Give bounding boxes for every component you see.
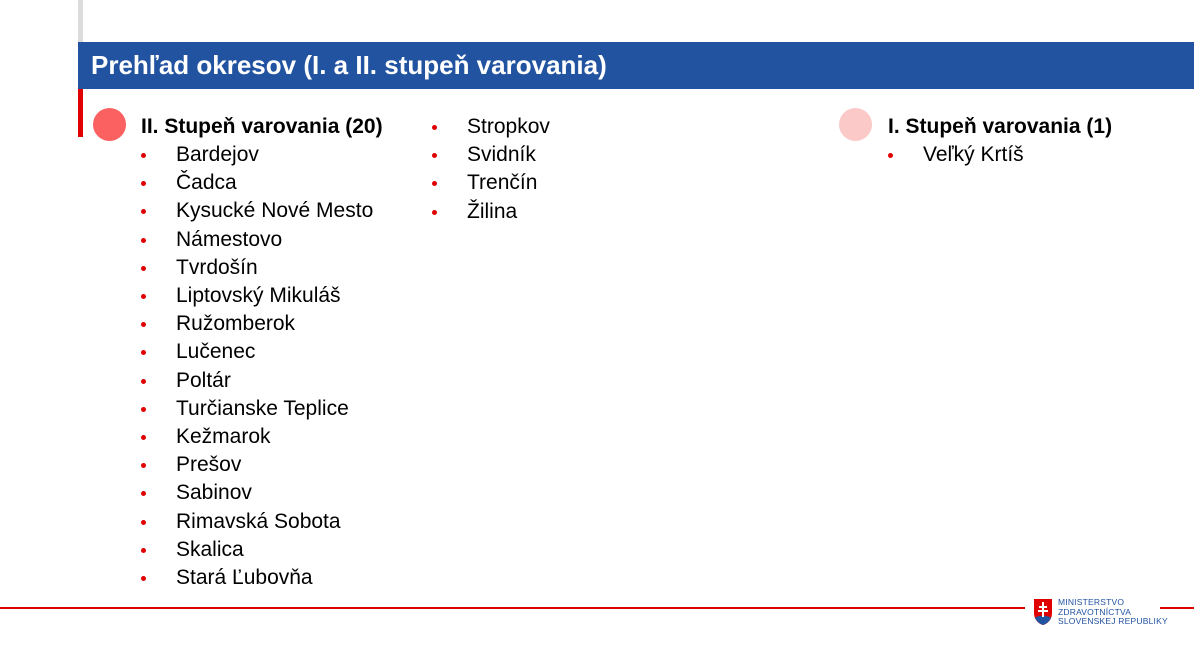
district-item: Veľký Krtíš [885,141,1024,169]
district-item: Skalica [138,536,373,564]
logo-line1: MINISTERSTVO [1058,597,1125,607]
district-item: Liptovský Mikuláš [138,282,373,310]
district-item: Námestovo [138,226,373,254]
slovak-coat-of-arms-icon [1034,599,1052,625]
district-item: Kežmarok [138,423,373,451]
district-item: Tvrdošín [138,254,373,282]
level1-heading: I. Stupeň varovania (1) [888,115,1113,138]
ministry-logo: MINISTERSTVO ZDRAVOTNÍCTVA SLOVENSKEJ RE… [1033,597,1168,627]
district-item: Stropkov [429,113,550,141]
level2-indicator-icon [93,108,126,141]
logo-line2: ZDRAVOTNÍCTVA [1058,606,1132,617]
footer-line [0,607,1025,609]
district-item: Trenčín [429,169,550,197]
district-item: Sabinov [138,479,373,507]
level2-list-col1: Bardejov Čadca Kysucké Nové Mesto Námestovo… [138,141,373,592]
page-title: Prehľad okresov (I. a II. stupeň varovan… [78,42,1194,89]
district-item: Stará Ľubovňa [138,564,373,592]
level1-list: Veľký Krtíš [885,141,1024,169]
district-item: Poltár [138,367,373,395]
district-item: Čadca [138,169,373,197]
district-item: Lučenec [138,338,373,366]
footer-line-right [1160,607,1194,609]
level1-indicator-icon [839,108,872,141]
level2-list-col2: Stropkov Svidník Trenčín Žilina [429,113,550,226]
grey-divider [78,0,83,42]
district-item: Bardejov [138,141,373,169]
district-item: Rimavská Sobota [138,508,373,536]
district-item: Turčianske Teplice [138,395,373,423]
district-item: Ružomberok [138,310,373,338]
red-accent-bar [78,89,83,137]
level2-heading: II. Stupeň varovania (20) [141,115,383,138]
logo-line3: SLOVENSKEJ REPUBLIKY [1058,616,1168,626]
district-item: Kysucké Nové Mesto [138,197,373,225]
district-item: Svidník [429,141,550,169]
district-item: Prešov [138,451,373,479]
district-item: Žilina [429,198,550,226]
